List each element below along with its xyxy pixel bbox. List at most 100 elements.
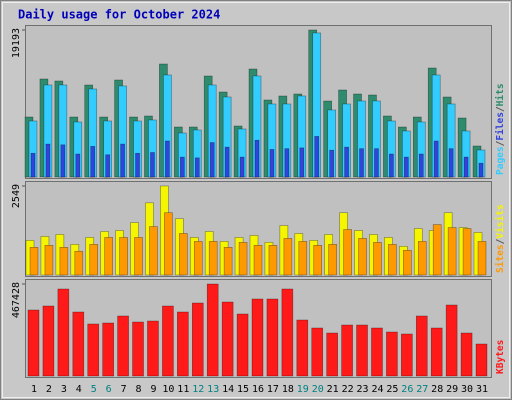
bar	[44, 245, 54, 276]
bar	[209, 142, 215, 178]
x-tick-label: 29	[446, 384, 458, 395]
x-tick-label: 25	[386, 384, 398, 395]
bar	[42, 305, 55, 377]
bar	[75, 153, 81, 178]
bar	[401, 333, 413, 377]
bar	[117, 315, 129, 377]
bar	[343, 229, 352, 276]
bar	[388, 244, 397, 276]
x-tick-label: 6	[106, 384, 112, 395]
bar	[177, 311, 189, 377]
bar	[344, 146, 349, 178]
bar	[72, 311, 85, 377]
bar	[329, 149, 334, 178]
bar	[404, 156, 409, 178]
x-tick-label: 22	[342, 384, 354, 395]
bar	[89, 244, 99, 276]
bar	[299, 147, 305, 178]
bar	[206, 283, 219, 377]
legend-entry: Pages	[495, 146, 506, 175]
bar	[296, 319, 309, 377]
bar	[371, 327, 383, 377]
bar	[284, 148, 290, 178]
bar	[150, 152, 155, 178]
bar	[478, 162, 484, 178]
bar	[134, 237, 143, 276]
x-tick-label: 9	[150, 384, 156, 395]
bar	[191, 302, 204, 377]
bar	[147, 320, 159, 377]
x-tick-label: 26	[401, 384, 413, 395]
bar	[269, 149, 275, 178]
bar	[403, 249, 412, 276]
bar	[415, 315, 428, 377]
x-tick-label: 2	[46, 384, 52, 395]
x-tick-label: 8	[136, 384, 142, 395]
x-tick-label: 4	[76, 384, 82, 395]
legend-entry: Sites	[495, 244, 506, 273]
bar	[27, 309, 40, 377]
bar	[281, 288, 294, 377]
bar	[359, 148, 364, 178]
bar	[135, 152, 140, 178]
x-tick-label: 31	[476, 384, 488, 395]
x-tick-label: 11	[177, 384, 189, 395]
bar	[162, 305, 174, 377]
bar	[224, 146, 230, 178]
legend-entry: KBytes	[495, 340, 506, 374]
bar	[463, 156, 469, 178]
bar	[298, 241, 308, 276]
bar	[74, 250, 84, 276]
bar	[59, 247, 69, 276]
bar	[460, 332, 473, 377]
x-tick-label: 27	[416, 384, 428, 395]
bar	[45, 143, 51, 178]
bar	[268, 245, 278, 276]
bar	[283, 238, 293, 276]
y-tick-label: 19193	[11, 28, 22, 58]
x-tick-label: 15	[237, 384, 249, 395]
bar	[120, 143, 125, 178]
legend-entry: Files	[495, 112, 506, 141]
bar	[328, 244, 337, 276]
bar	[90, 146, 96, 178]
bar	[253, 245, 263, 276]
x-tick-label: 21	[327, 384, 339, 395]
x-tick-label: 19	[297, 384, 309, 395]
x-tick-label: 14	[222, 384, 234, 395]
bar	[87, 323, 100, 377]
bar	[105, 154, 110, 178]
legend-separator: /	[495, 106, 506, 112]
x-tick-label: 23	[357, 384, 369, 395]
bar	[374, 148, 379, 178]
legend: Pages/Files/Hits	[495, 83, 506, 175]
x-tick-label: 30	[461, 384, 473, 395]
x-tick-label: 10	[162, 384, 174, 395]
legend: Sites/Visits	[495, 204, 506, 273]
bar	[433, 140, 439, 178]
bar	[238, 242, 248, 276]
x-tick-label: 7	[121, 384, 127, 395]
bar	[208, 241, 218, 276]
x-tick-label: 17	[267, 384, 279, 395]
bar	[60, 144, 66, 178]
x-tick-label: 13	[207, 384, 219, 395]
legend-separator: /	[495, 238, 506, 244]
x-tick-label: 16	[252, 384, 264, 395]
bar	[251, 298, 264, 377]
bar	[417, 241, 427, 276]
bar	[239, 156, 245, 178]
bar	[193, 241, 203, 276]
bar	[104, 237, 113, 276]
x-tick-label: 12	[192, 384, 204, 395]
bar	[165, 140, 170, 178]
bar	[266, 298, 279, 377]
bar	[447, 227, 457, 276]
y-tick-label: 467428	[11, 282, 22, 318]
bar	[179, 233, 188, 276]
bar	[57, 288, 70, 377]
bar	[448, 148, 454, 178]
